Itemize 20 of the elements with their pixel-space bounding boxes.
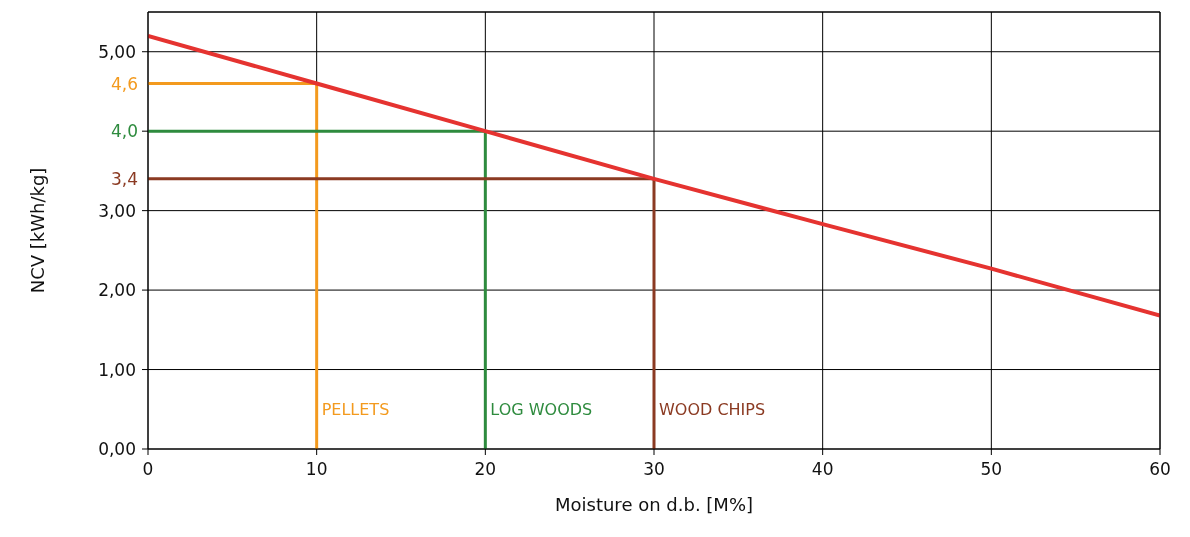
y-tick-label: 2,00: [98, 280, 136, 301]
y-axis-title: NCV [kWh/kg]: [27, 167, 49, 294]
y-tick-label: 0,00: [98, 439, 136, 460]
series-label: WOOD CHIPS: [659, 400, 766, 419]
x-tick-label: 10: [305, 459, 328, 480]
y-tick-label: 1,00: [98, 359, 136, 380]
x-tick-label: 0: [142, 459, 154, 480]
x-tick-label: 50: [980, 459, 1003, 480]
x-tick-label: 20: [474, 459, 497, 480]
y-tick-label: 3,00: [98, 200, 136, 221]
x-tick-label: 40: [811, 459, 834, 480]
y-tick-label: 5,00: [98, 41, 136, 62]
series-label: PELLETS: [321, 400, 390, 419]
data-label: 4,0: [110, 121, 138, 142]
data-label: 3,4: [110, 168, 138, 189]
x-tick-label: 30: [643, 459, 665, 480]
x-tick-label: 60: [1149, 459, 1171, 480]
data-label: 4,6: [110, 73, 138, 94]
series-label: LOG WOODS: [490, 400, 593, 419]
x-axis-title: Moisture on d.b. [M%]: [554, 494, 754, 515]
